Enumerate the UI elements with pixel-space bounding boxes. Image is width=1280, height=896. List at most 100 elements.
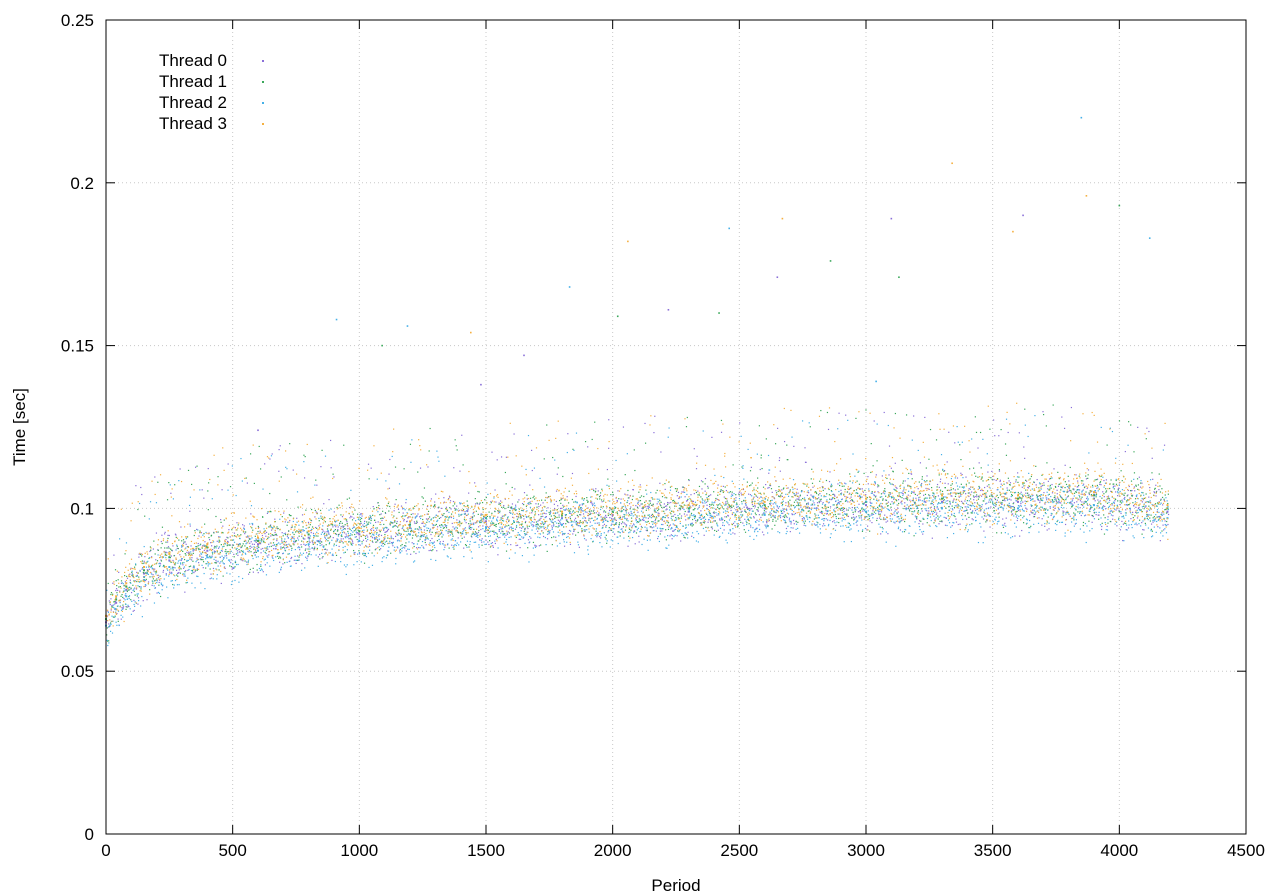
- data-point: [253, 540, 255, 542]
- data-point: [134, 563, 137, 565]
- data-point: [808, 516, 810, 518]
- data-point: [637, 501, 639, 503]
- data-point: [251, 537, 253, 539]
- data-point: [262, 488, 264, 490]
- data-point: [422, 546, 424, 548]
- data-point: [403, 529, 405, 531]
- data-point: [702, 521, 704, 523]
- data-point: [834, 495, 836, 497]
- data-point: [519, 526, 521, 529]
- data-point: [1150, 523, 1153, 525]
- data-point: [448, 511, 450, 514]
- data-point: [814, 513, 816, 515]
- data-point: [486, 515, 489, 518]
- data-point: [437, 507, 439, 509]
- data-point: [444, 475, 446, 477]
- data-point: [107, 610, 109, 612]
- data-point: [262, 571, 264, 573]
- data-point: [597, 494, 599, 496]
- data-point: [446, 544, 449, 546]
- data-point: [161, 542, 163, 545]
- data-point: [426, 505, 429, 508]
- data-point: [281, 540, 283, 542]
- data-point: [691, 535, 693, 537]
- data-point: [967, 492, 969, 494]
- data-point: [649, 502, 651, 504]
- data-point: [679, 508, 682, 510]
- data-point: [682, 491, 684, 493]
- data-point: [723, 496, 725, 498]
- outlier-point: [667, 308, 670, 311]
- data-point: [365, 540, 368, 542]
- data-point: [435, 493, 437, 495]
- data-point: [879, 510, 881, 513]
- data-point: [295, 531, 297, 533]
- data-point: [290, 557, 292, 560]
- data-point: [356, 538, 358, 541]
- data-point: [1079, 507, 1081, 509]
- data-point: [411, 542, 413, 544]
- data-point: [1108, 497, 1110, 499]
- data-point: [1109, 487, 1111, 490]
- data-point: [114, 603, 116, 605]
- data-point: [319, 542, 321, 545]
- data-point: [320, 517, 322, 519]
- data-point: [247, 536, 249, 538]
- data-point: [137, 572, 139, 574]
- data-point: [179, 559, 181, 561]
- data-point: [565, 514, 567, 516]
- data-point: [394, 521, 396, 523]
- data-point: [618, 523, 620, 526]
- data-point: [1125, 509, 1127, 511]
- data-point: [323, 533, 325, 535]
- data-point: [469, 543, 471, 546]
- data-point: [755, 514, 757, 516]
- data-point: [144, 575, 146, 578]
- data-point: [465, 510, 468, 512]
- data-point: [1063, 498, 1065, 501]
- data-point: [338, 533, 340, 535]
- data-point: [456, 449, 458, 451]
- data-point: [417, 535, 419, 537]
- data-point: [702, 481, 704, 483]
- data-point: [372, 524, 375, 526]
- data-point: [751, 503, 754, 506]
- data-point: [1066, 512, 1068, 514]
- data-point: [140, 586, 142, 588]
- data-point: [151, 564, 153, 567]
- data-point: [1148, 505, 1150, 507]
- data-point: [128, 595, 130, 598]
- data-point: [339, 540, 341, 542]
- data-point: [272, 544, 274, 547]
- data-point: [599, 492, 602, 494]
- data-point: [942, 497, 944, 499]
- data-point: [403, 507, 405, 510]
- data-point: [396, 534, 399, 536]
- data-point: [457, 521, 459, 524]
- data-point: [699, 516, 701, 518]
- data-point: [560, 502, 562, 504]
- data-point: [135, 575, 137, 577]
- data-point: [344, 536, 346, 538]
- data-point: [1123, 522, 1126, 524]
- data-point: [350, 543, 352, 546]
- data-point: [788, 492, 790, 494]
- data-point: [439, 543, 441, 545]
- data-point: [198, 547, 200, 550]
- data-point: [1156, 510, 1158, 513]
- data-point: [693, 492, 695, 495]
- data-point: [968, 492, 971, 494]
- data-point: [693, 516, 696, 518]
- data-point: [724, 516, 726, 518]
- data-point: [266, 547, 268, 549]
- data-point: [812, 486, 814, 488]
- data-point: [1162, 504, 1164, 506]
- data-point: [440, 531, 443, 533]
- data-point: [750, 466, 752, 468]
- data-point: [544, 499, 546, 501]
- data-point: [175, 536, 177, 538]
- data-point: [687, 531, 689, 533]
- data-point: [366, 521, 368, 523]
- data-point: [501, 506, 503, 508]
- data-point: [930, 503, 932, 505]
